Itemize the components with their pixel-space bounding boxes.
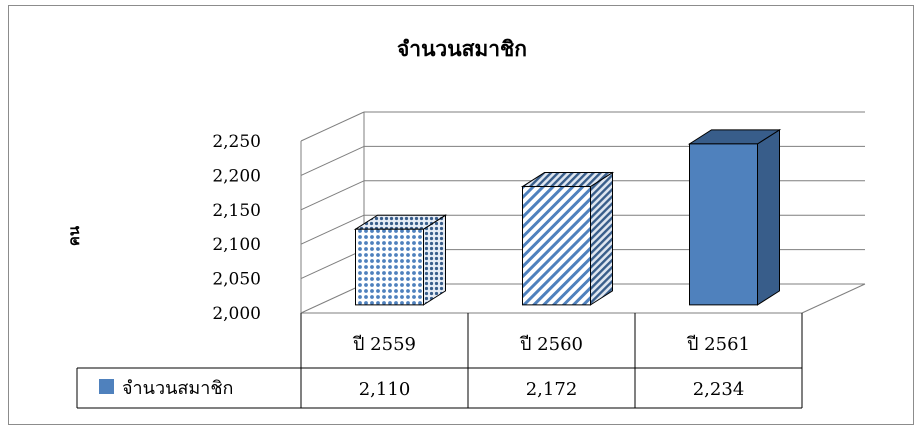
chart-frame: จำนวนสมาชิก คน 2,000 2,050 2,100 2,150 2,200… — [8, 5, 914, 425]
y-tick-label: 2,250 — [212, 132, 261, 152]
y-tick-label: 2,000 — [212, 304, 261, 324]
gridline-diagonal — [300, 249, 365, 280]
floor-right-edge — [801, 283, 866, 314]
x-category-label: ปี 2560 — [520, 334, 583, 355]
gridline-diagonal — [300, 283, 365, 314]
chart-title: จำนวนสมาชิก — [397, 36, 527, 61]
data-label: 2,172 — [526, 379, 578, 400]
gridline-diagonal — [300, 111, 365, 142]
bar-front — [355, 228, 424, 306]
gridline-diagonal — [300, 214, 365, 245]
bar-side — [423, 214, 446, 306]
y-tick-label: 2,050 — [212, 270, 261, 290]
bar — [520, 171, 615, 306]
legend-swatch — [99, 379, 114, 394]
bar-chart: จำนวนสมาชิก คน 2,000 2,050 2,100 2,150 2,200… — [65, 36, 866, 409]
bar-side — [757, 128, 780, 306]
x-category-label: ปี 2561 — [687, 334, 750, 355]
y-tick-label: 2,100 — [212, 235, 261, 255]
gridline-diagonal — [300, 180, 365, 211]
gridline-diagonal — [300, 145, 365, 176]
data-label: 2,110 — [359, 379, 411, 400]
bar-front — [689, 143, 758, 306]
bar — [353, 214, 448, 306]
data-table: ปี 2559 2,110 ปี 2560 2,172 ปี 2561 2,234 จำนว… — [76, 313, 803, 409]
legend-series-name: จำนวนสมาชิก — [122, 378, 233, 399]
bar-front — [522, 186, 591, 306]
data-label: 2,234 — [693, 379, 745, 400]
y-tick-label: 2,150 — [212, 201, 261, 221]
bars — [353, 128, 782, 306]
x-category-label: ปี 2559 — [353, 334, 416, 355]
bar-side — [590, 171, 613, 306]
bar — [687, 128, 782, 306]
y-tick-label: 2,200 — [212, 166, 261, 186]
y-axis-label: คน — [65, 225, 83, 246]
y-tick-labels: 2,000 2,050 2,100 2,150 2,200 2,250 — [212, 132, 261, 324]
